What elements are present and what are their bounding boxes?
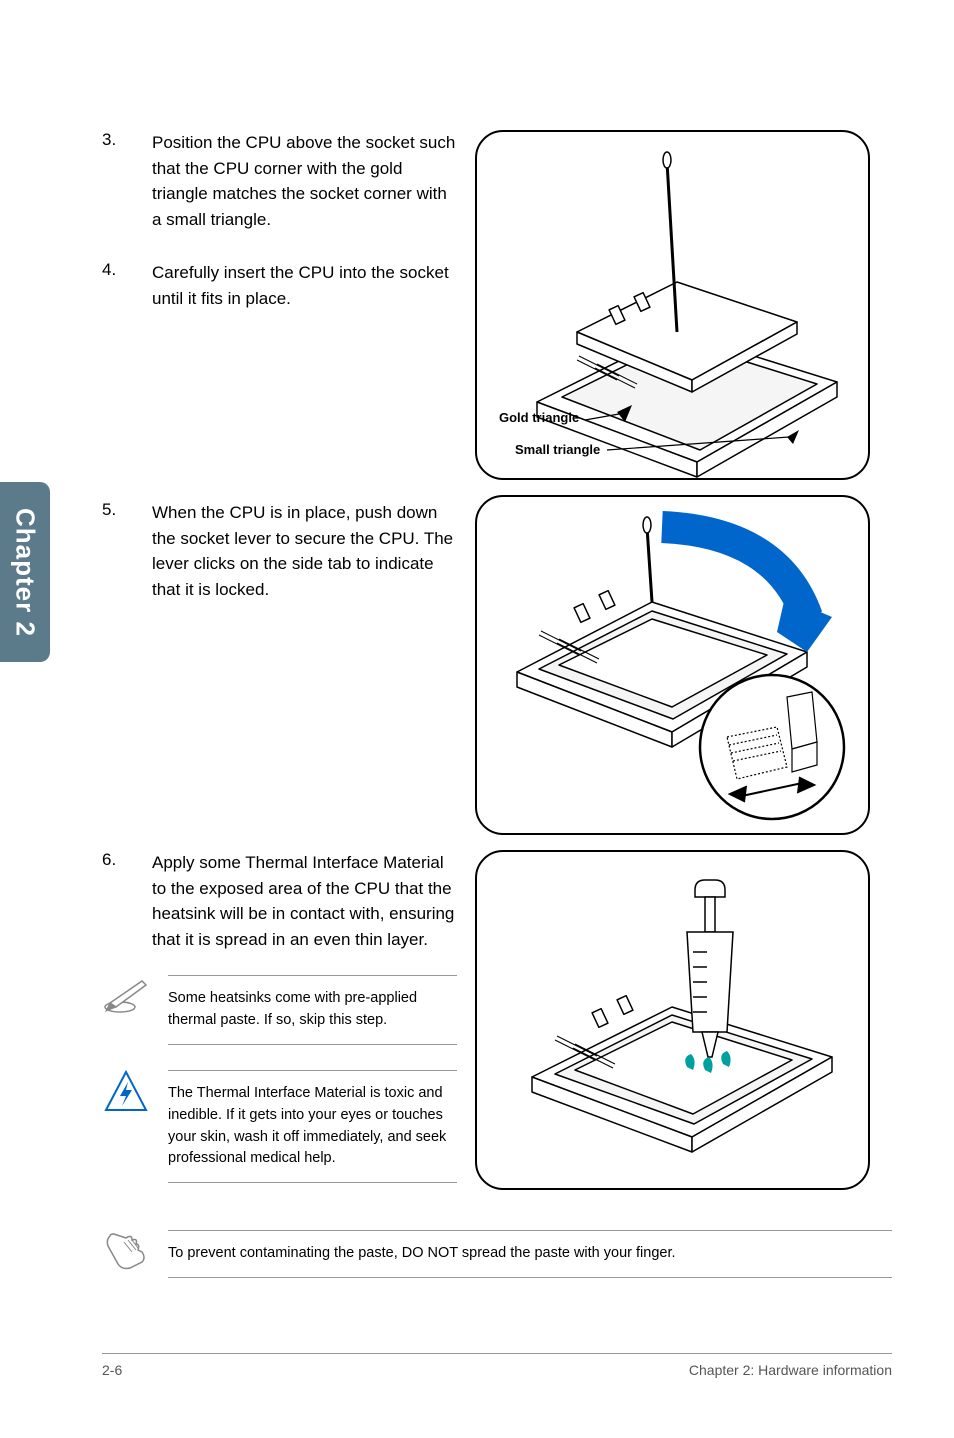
note-warning: The Thermal Interface Material is toxic … <box>102 1070 457 1183</box>
figure-1: Gold triangle Small triangle <box>475 130 870 480</box>
step-text: Position the CPU above the socket such t… <box>152 130 457 232</box>
step-num: 6. <box>102 850 152 952</box>
step-4: 4. Carefully insert the CPU into the soc… <box>102 260 462 311</box>
step-text: When the CPU is in place, push down the … <box>152 500 457 602</box>
footer-chapter: Chapter 2: Hardware information <box>689 1362 892 1378</box>
note-hand: To prevent contaminating the paste, DO N… <box>102 1230 892 1278</box>
chapter-tab: Chapter 2 <box>0 482 50 662</box>
step-5: 5. When the CPU is in place, push down t… <box>102 500 462 602</box>
label-small-triangle: Small triangle <box>515 442 600 457</box>
note-text: The Thermal Interface Material is toxic … <box>168 1070 457 1183</box>
step-num: 5. <box>102 500 152 602</box>
figure-3 <box>475 850 870 1190</box>
step-num: 4. <box>102 260 152 311</box>
step-text: Carefully insert the CPU into the socket… <box>152 260 457 311</box>
step-text: Apply some Thermal Interface Material to… <box>152 850 457 952</box>
step-6: 6. Apply some Thermal Interface Material… <box>102 850 462 952</box>
note-icon <box>102 975 150 1015</box>
chapter-tab-label: Chapter 2 <box>10 508 41 637</box>
note-heatsink: Some heatsinks come with pre-applied the… <box>102 975 457 1045</box>
lightning-icon <box>102 1070 150 1114</box>
figure-2 <box>475 495 870 835</box>
note-text: To prevent contaminating the paste, DO N… <box>168 1230 892 1278</box>
step-num: 3. <box>102 130 152 232</box>
hand-icon <box>102 1230 150 1274</box>
label-gold-triangle: Gold triangle <box>499 410 579 425</box>
step-3: 3. Position the CPU above the socket suc… <box>102 130 462 232</box>
note-text: Some heatsinks come with pre-applied the… <box>168 975 457 1045</box>
page-footer: 2-6 Chapter 2: Hardware information <box>102 1353 892 1378</box>
page-number: 2-6 <box>102 1362 122 1378</box>
